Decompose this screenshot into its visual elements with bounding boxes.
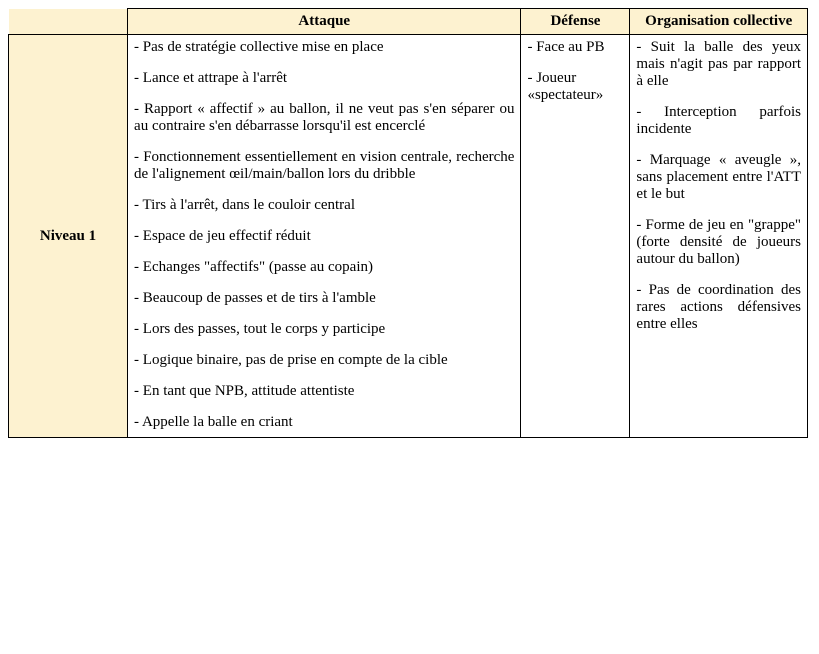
list-item: - Pas de stratégie collective mise en pl… bbox=[134, 39, 514, 56]
list-item: - Appelle la balle en criant bbox=[134, 414, 514, 431]
list-item: - Lance et attrape à l'arrêt bbox=[134, 70, 514, 87]
list-item: - Rapport « affectif » au ballon, il ne … bbox=[134, 101, 514, 135]
list-item: - Fonctionnement essentiellement en visi… bbox=[134, 149, 514, 183]
list-item: - Logique binaire, pas de prise en compt… bbox=[134, 352, 514, 369]
list-item: - Lors des passes, tout le corps y parti… bbox=[134, 321, 514, 338]
list-item: - Suit la balle des yeux mais n'agit pas… bbox=[636, 39, 801, 90]
list-item: - Pas de coordination des rares actions … bbox=[636, 282, 801, 333]
cell-organisation: - Suit la balle des yeux mais n'agit pas… bbox=[630, 35, 808, 438]
list-item: - Face au PB bbox=[527, 39, 623, 56]
header-organisation: Organisation collective bbox=[630, 9, 808, 35]
list-item: - Espace de jeu effectif réduit bbox=[134, 228, 514, 245]
list-item: - Tirs à l'arrêt, dans le couloir centra… bbox=[134, 197, 514, 214]
list-item: - Interception parfois incidente bbox=[636, 104, 801, 138]
corner-cell bbox=[9, 9, 128, 35]
row-label-niveau1: Niveau 1 bbox=[9, 35, 128, 438]
cell-attaque: - Pas de stratégie collective mise en pl… bbox=[128, 35, 521, 438]
list-item: - Beaucoup de passes et de tirs à l'ambl… bbox=[134, 290, 514, 307]
table-row: Niveau 1 - Pas de stratégie collective m… bbox=[9, 35, 808, 438]
skills-table: Attaque Défense Organisation collective … bbox=[8, 8, 808, 438]
header-row: Attaque Défense Organisation collective bbox=[9, 9, 808, 35]
cell-defense: - Face au PB - Joueur «spectateur» bbox=[521, 35, 630, 438]
header-defense: Défense bbox=[521, 9, 630, 35]
list-item: - Joueur «spectateur» bbox=[527, 70, 623, 104]
list-item: - En tant que NPB, attitude attentiste bbox=[134, 383, 514, 400]
list-item: - Marquage « aveugle », sans placement e… bbox=[636, 152, 801, 203]
header-attaque: Attaque bbox=[128, 9, 521, 35]
list-item: - Echanges "affectifs" (passe au copain) bbox=[134, 259, 514, 276]
list-item: - Forme de jeu en "grappe" (forte densit… bbox=[636, 217, 801, 268]
